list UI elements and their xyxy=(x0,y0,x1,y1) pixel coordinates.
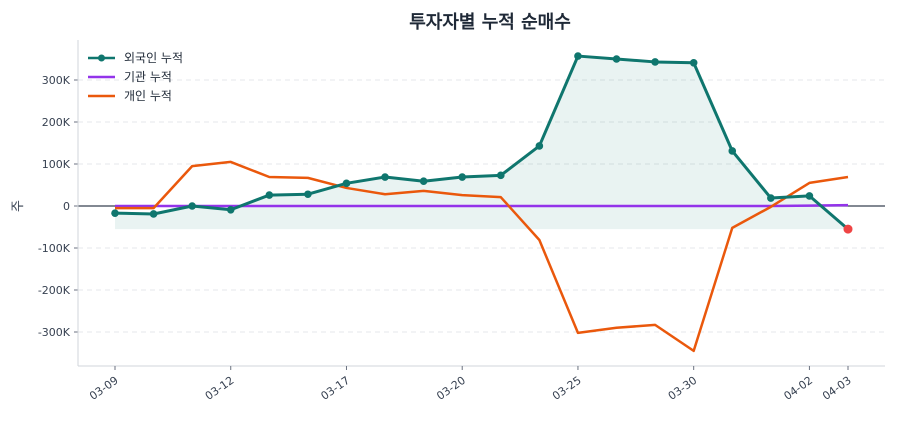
data-point xyxy=(496,171,505,180)
x-tick-label: 04-02 xyxy=(781,374,815,403)
y-tick-label: 100K xyxy=(42,158,71,171)
foreign-fill-area xyxy=(115,56,848,230)
data-point xyxy=(574,52,582,60)
data-point xyxy=(612,55,621,63)
x-tick-label: 03-09 xyxy=(87,374,121,403)
last-point-marker xyxy=(843,224,853,234)
x-tick-label: 03-25 xyxy=(550,374,584,403)
data-point xyxy=(651,58,659,66)
data-point xyxy=(149,210,158,218)
legend-marker xyxy=(98,54,105,62)
data-point xyxy=(342,179,351,188)
x-tick-label: 04-03 xyxy=(820,374,854,403)
data-point xyxy=(805,192,814,200)
y-axis-label: 주 xyxy=(11,200,26,212)
x-tick-label: 03-12 xyxy=(203,374,237,403)
data-point xyxy=(226,205,235,214)
data-point xyxy=(188,202,196,210)
data-point xyxy=(419,177,428,186)
y-tick-label: 200K xyxy=(42,116,71,129)
series-line-0 xyxy=(114,54,849,231)
y-tick-label: -100K xyxy=(38,242,71,255)
data-point xyxy=(265,191,274,199)
x-tick-label: 03-30 xyxy=(666,374,700,403)
y-tick-label: -300K xyxy=(38,326,71,339)
series-line-2 xyxy=(115,160,849,353)
data-point xyxy=(728,147,737,155)
y-tick-label: 0 xyxy=(63,200,70,213)
legend-label: 외국인 누적 xyxy=(124,51,183,65)
data-point xyxy=(111,209,119,217)
chart-title: 투자자별 누적 순매수 xyxy=(409,12,571,33)
y-tick-label: -200K xyxy=(38,284,71,297)
x-tick-label: 03-20 xyxy=(434,374,468,403)
y-tick-label: 300K xyxy=(42,74,71,87)
series-line-1 xyxy=(115,203,849,208)
x-tick-label: 03-17 xyxy=(319,374,353,403)
data-point xyxy=(304,190,312,199)
legend-label: 개인 누적 xyxy=(124,89,172,103)
legend-label: 기관 누적 xyxy=(124,70,172,84)
data-point xyxy=(381,173,389,181)
data-point xyxy=(458,173,467,181)
data-point xyxy=(689,58,698,67)
data-point xyxy=(535,142,544,150)
data-point xyxy=(767,194,775,202)
